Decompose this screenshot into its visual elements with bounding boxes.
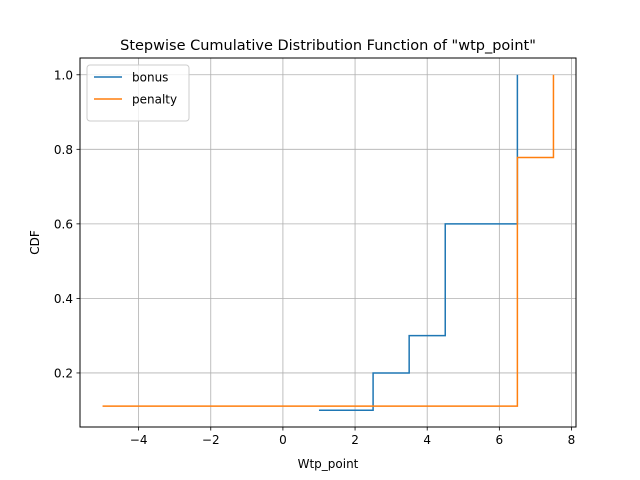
axis-ticks: −4 −2 0 2 4 6 8 0.2 0.4 0.6 0.8 1.0 — [54, 68, 575, 447]
legend-box — [86, 64, 190, 122]
chart-title: Stepwise Cumulative Distribution Functio… — [120, 38, 536, 54]
x-axis-label: Wtp_point — [298, 457, 359, 471]
y-axis-label: CDF — [28, 230, 42, 255]
series-line-penalty — [102, 74, 555, 407]
x-tick-label: 8 — [568, 433, 576, 447]
legend-label-bonus: bonus — [132, 71, 168, 85]
series-layer — [102, 74, 555, 411]
y-tick-label: 0.6 — [54, 217, 73, 231]
y-tick-label: 1.0 — [54, 68, 73, 82]
x-tick-label: 2 — [351, 433, 359, 447]
y-tick-label: 0.2 — [54, 366, 73, 380]
y-tick-label: 0.4 — [54, 292, 73, 306]
x-tick-label: 6 — [496, 433, 504, 447]
legend-label-penalty: penalty — [132, 93, 177, 107]
plot-frame — [79, 57, 577, 428]
x-tick-label: −4 — [130, 433, 148, 447]
x-tick-label: −2 — [202, 433, 220, 447]
y-tick-label: 0.8 — [54, 143, 73, 157]
x-tick-label: 0 — [279, 433, 287, 447]
x-tick-label: 4 — [423, 433, 431, 447]
legend: bonus penalty — [86, 64, 190, 122]
